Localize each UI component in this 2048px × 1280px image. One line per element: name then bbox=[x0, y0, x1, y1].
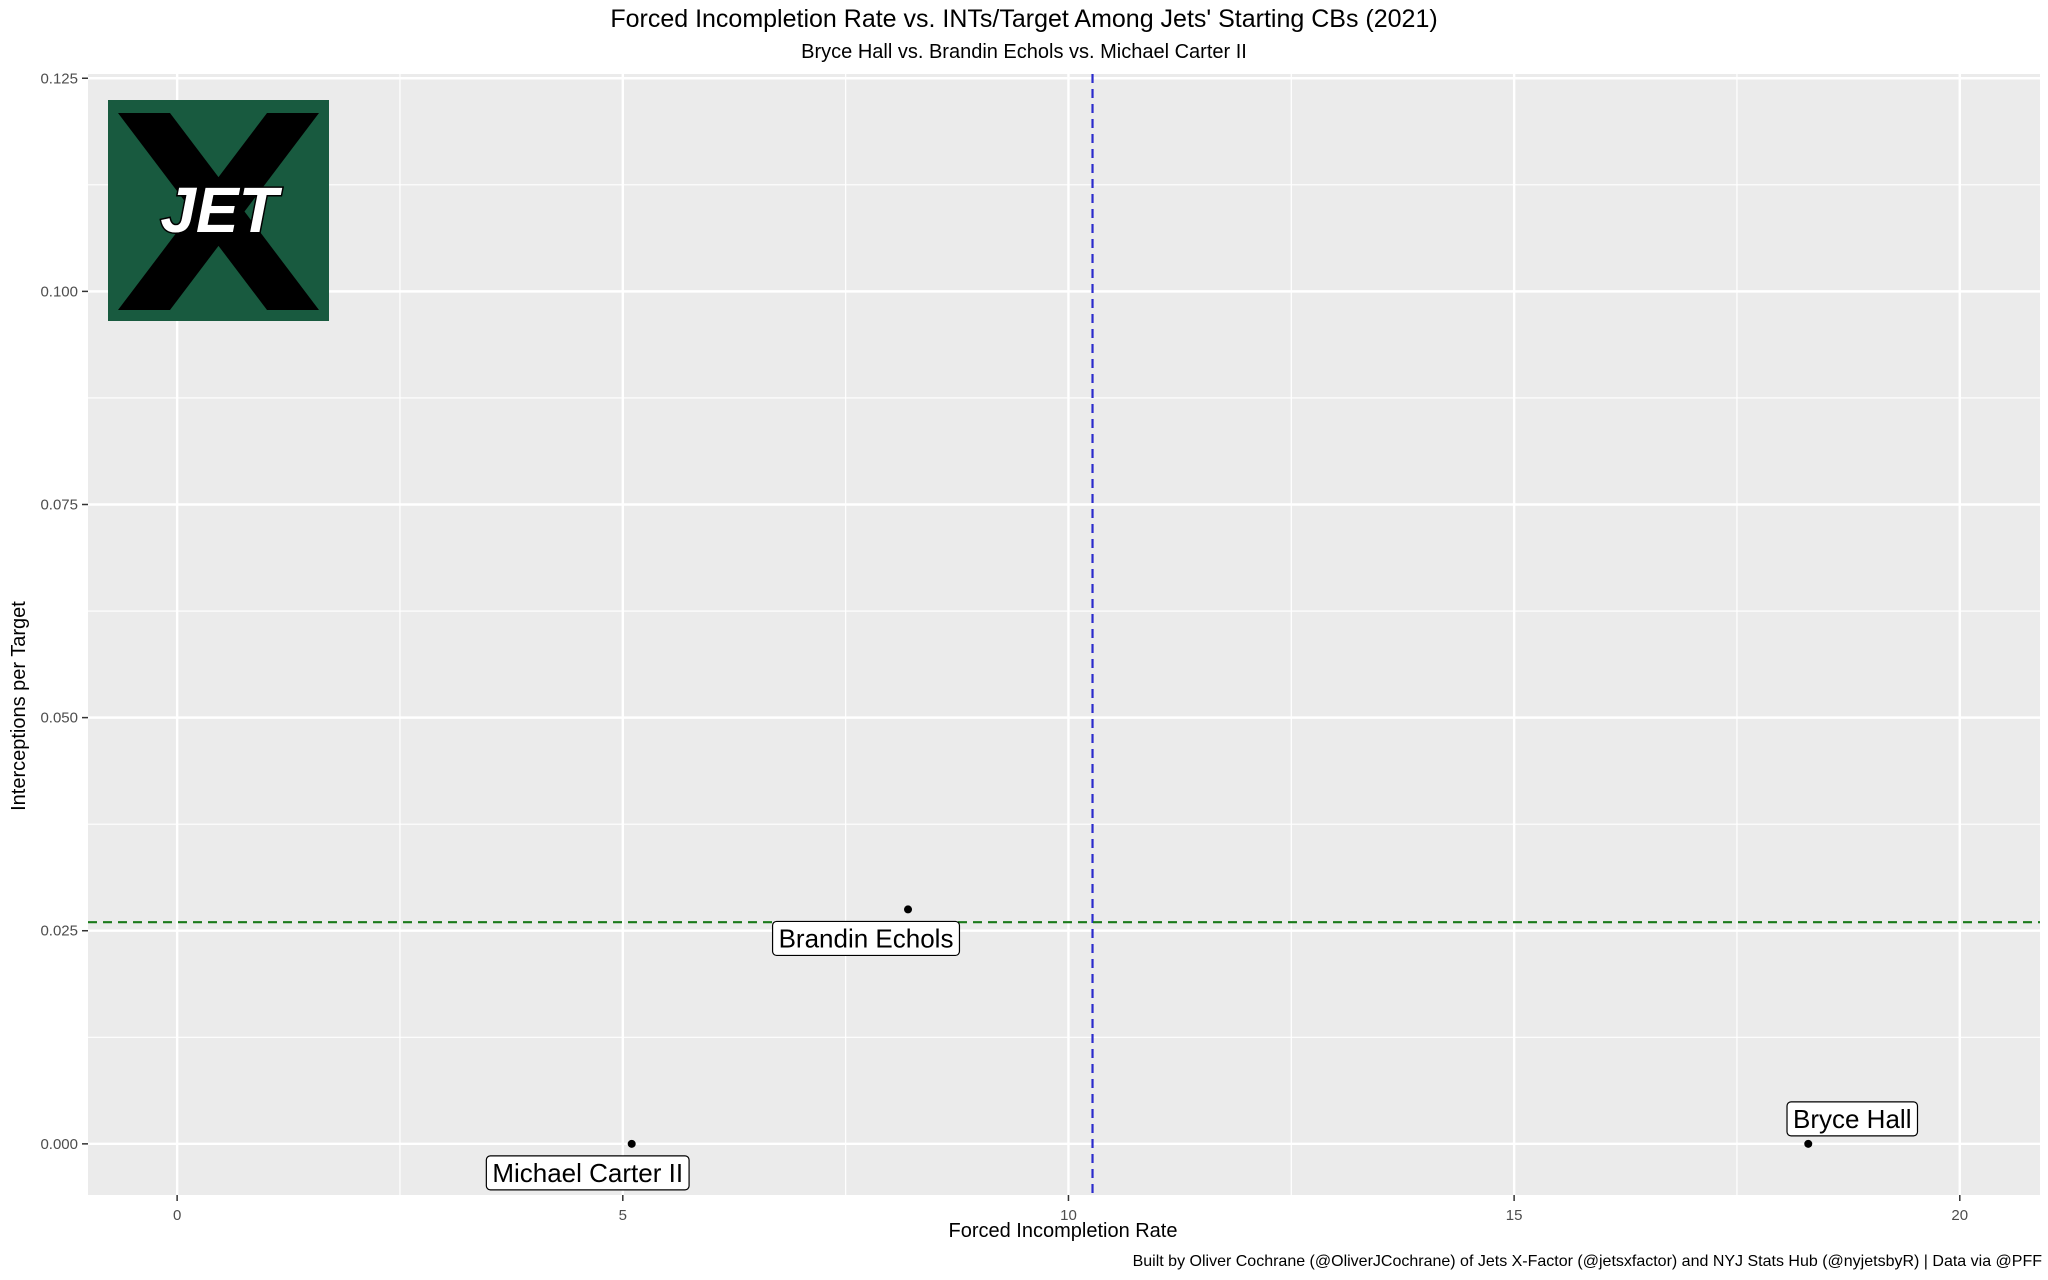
data-point bbox=[1804, 1139, 1813, 1148]
y-tick-label: 0.100 bbox=[40, 283, 78, 300]
x-tick-label: 10 bbox=[1060, 1207, 1077, 1224]
point-label-text: Bryce Hall bbox=[1793, 1104, 1911, 1134]
reference-lines bbox=[88, 74, 2040, 1195]
x-tick-label: 5 bbox=[619, 1207, 627, 1224]
y-tick-label: 0.050 bbox=[40, 710, 78, 727]
chart-caption: Built by Oliver Cochrane (@OliverJCochra… bbox=[1132, 1253, 2042, 1270]
data-points bbox=[627, 905, 1813, 1148]
y-tick-label: 0.000 bbox=[40, 1136, 78, 1153]
chart-title: Forced Incompletion Rate vs. INTs/Target… bbox=[610, 5, 1438, 33]
chart-subtitle: Bryce Hall vs. Brandin Echols vs. Michae… bbox=[801, 41, 1247, 63]
point-labels: Bryce Hall Brandin Echols Michael Carter I… bbox=[485, 920, 1919, 1191]
point-label-box bbox=[771, 920, 961, 957]
point-label-box bbox=[1786, 1101, 1919, 1137]
point-label-text: Michael Carter II bbox=[492, 1158, 683, 1188]
axis-ticks: 0 5 10 15 20 0.000 0.025 0.050 0.075 0.100 0.125 bbox=[40, 70, 1968, 1224]
y-axis-label: Interceptions per Target bbox=[8, 601, 30, 811]
jets-logo: JET bbox=[108, 100, 329, 321]
y-tick-label: 0.075 bbox=[40, 496, 78, 513]
point-label: Michael Carter II bbox=[485, 1155, 690, 1191]
data-point bbox=[904, 905, 913, 914]
logo-x-stroke-b bbox=[118, 113, 319, 310]
y-tick-label: 0.025 bbox=[40, 923, 78, 940]
plot-panel bbox=[88, 74, 2040, 1195]
x-tick-label: 20 bbox=[1951, 1207, 1968, 1224]
point-label-box bbox=[485, 1155, 690, 1191]
logo-text: JET bbox=[160, 174, 282, 246]
point-label: Bryce Hall bbox=[1786, 1101, 1919, 1137]
point-label-text: Brandin Echols bbox=[779, 923, 954, 953]
x-tick-label: 0 bbox=[173, 1207, 181, 1224]
point-label: Brandin Echols bbox=[771, 920, 961, 957]
x-tick-label: 15 bbox=[1506, 1207, 1523, 1224]
x-axis-label: Forced Incompletion Rate bbox=[948, 1220, 1178, 1242]
grid-minor bbox=[88, 74, 2040, 1195]
y-tick-label: 0.125 bbox=[40, 70, 78, 87]
data-point bbox=[627, 1139, 636, 1148]
